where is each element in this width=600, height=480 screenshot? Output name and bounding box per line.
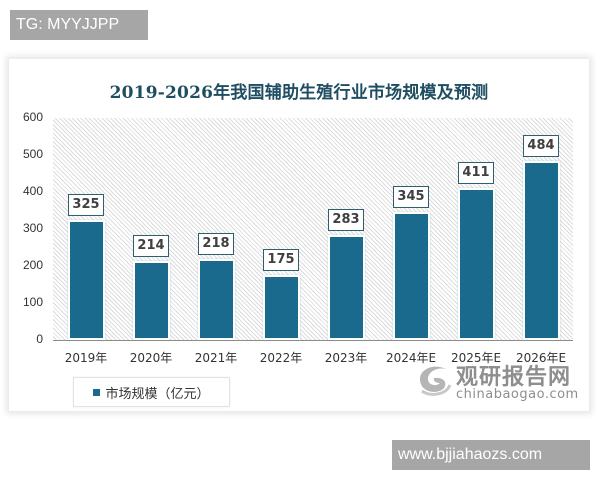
bar-value-label: 484 [523,134,559,157]
y-tick-label: 100 [22,295,43,309]
y-tick-label: 200 [22,258,43,272]
source-watermark: 观研报告网 chinabaogao.com [414,359,589,407]
bar-value-label: 411 [458,161,494,184]
plot-area [53,118,573,340]
legend-label: 市场规模（亿元） [105,386,210,402]
top-left-watermark-badge: TG: MYYJJPP [10,10,148,40]
bar-value-label: 325 [68,193,104,216]
bar [132,260,170,340]
y-tick-label: 0 [36,332,43,346]
bar [197,259,235,340]
y-tick-label: 400 [22,184,43,198]
bar [392,212,430,340]
bar [262,275,300,340]
bar-value-label: 283 [328,209,364,232]
bar [327,235,365,340]
x-axis-line [53,340,573,341]
y-tick-label: 600 [22,110,43,124]
x-tick-label: 2022年 [259,351,303,365]
bottom-right-url-badge: www.bjjiahaozs.com [392,440,590,470]
bar [457,187,495,340]
chart-panel: 2019-2026年我国辅助生殖行业市场规模及预测 0 100 200 300 400 5… [9,59,589,411]
legend: 市场规模（亿元） [73,377,230,407]
swirl-logo-icon [420,366,452,396]
bar [67,219,105,340]
chart-title: 2019-2026年我国辅助生殖行业市场规模及预测 [109,83,489,103]
bar-value-label: 218 [198,233,234,256]
x-tick-label: 2021年 [194,351,238,365]
x-tick-label: 2025年E [450,351,502,365]
legend-swatch-icon [93,388,101,396]
watermark-name: 观研报告网 [456,365,572,390]
x-tick-label: 2023年 [324,351,368,365]
bar-value-label: 175 [263,249,299,272]
y-tick-label: 500 [22,147,43,161]
bar-value-label: 345 [393,186,429,209]
bar-value-label: 214 [133,234,169,257]
x-tick-label: 2024年E [385,351,437,365]
watermark-domain: chinabaogao.com [456,387,579,402]
x-tick-label: 2019年 [64,351,108,365]
y-tick-label: 300 [22,221,43,235]
bar [522,160,560,340]
x-tick-label: 2020年 [129,351,173,365]
x-tick-label: 2026年E [515,351,567,365]
